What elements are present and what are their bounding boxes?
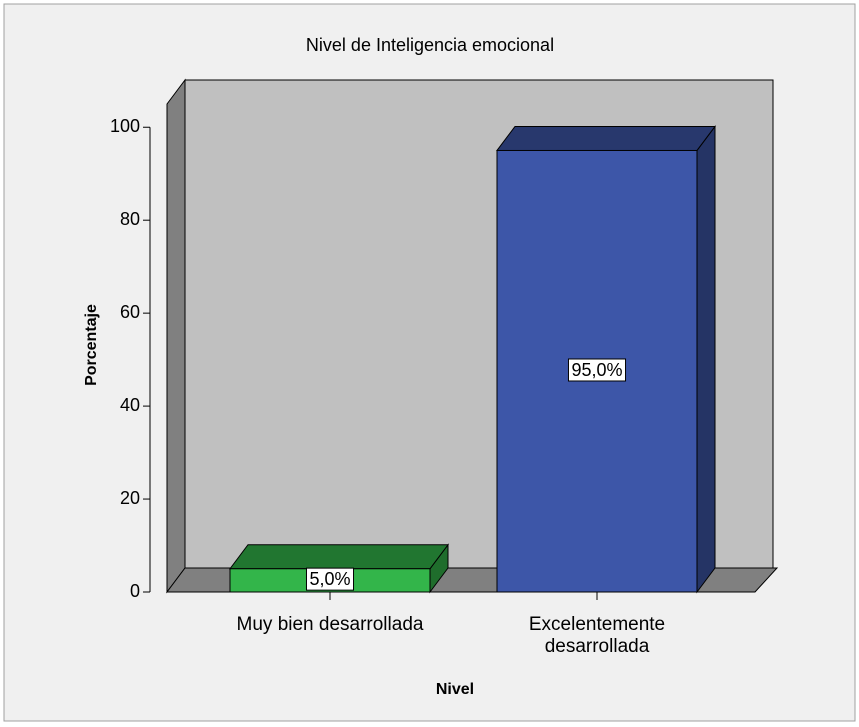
y-tick-label: 80 — [120, 209, 140, 229]
value-label-box — [567, 358, 627, 382]
bar-top — [496, 125, 716, 151]
x-tick-label: Excelentemente desarrollada — [528, 614, 666, 657]
y-tick-label: 100 — [110, 116, 140, 136]
x-tick-label: Muy bien desarrollada — [236, 614, 424, 635]
side-wall — [166, 78, 186, 594]
x-axis-label: Nivel — [436, 681, 474, 698]
value-label: 95,0% — [571, 360, 622, 380]
y-tick-label: 0 — [130, 581, 140, 601]
y-axis-label: Porcentaje — [83, 304, 100, 386]
value-label: 5,0% — [309, 569, 350, 589]
value-label-box — [305, 567, 355, 591]
bar-top — [229, 544, 449, 570]
bar-side — [696, 124, 716, 594]
y-tick-label: 60 — [120, 302, 140, 322]
chart-title: Nivel de Inteligencia emocional — [306, 35, 554, 55]
y-tick-label: 20 — [120, 488, 140, 508]
y-tick-label: 40 — [120, 395, 140, 415]
